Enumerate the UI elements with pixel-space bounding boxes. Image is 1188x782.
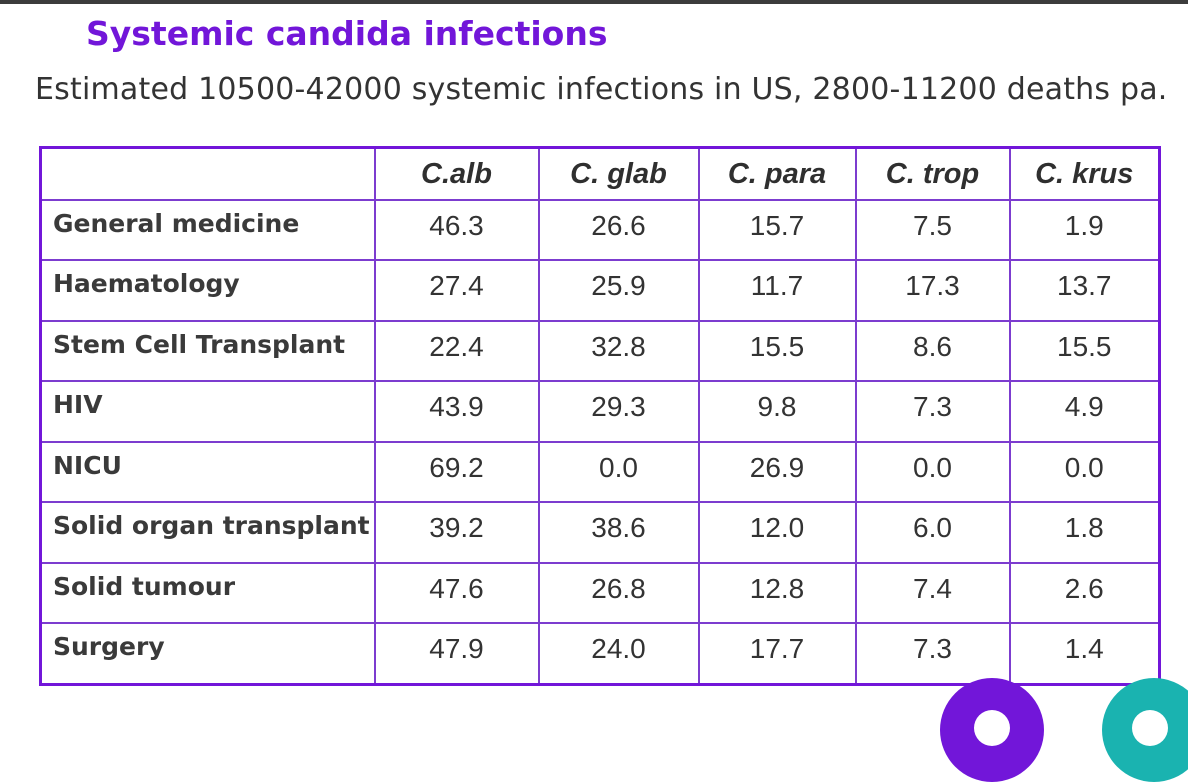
table-cell: 7.5 [854,198,1011,262]
row-label: Surgery [39,622,376,686]
table-cell: 1.4 [1008,622,1161,686]
table-cell: 15.5 [697,319,857,383]
table-cell: 7.3 [854,380,1011,443]
table-header-c-glab: C. glab [537,146,700,201]
decorative-teal-circle [1102,678,1188,782]
row-label: NICU [39,440,376,504]
table-row: Solid tumour 47.6 26.8 12.8 7.4 2.6 [39,561,1161,625]
table-cell: 12.0 [697,501,857,564]
table-header-row: C.alb C. glab C. para C. trop C. krus [39,146,1161,201]
table-cell: 6.0 [854,501,1011,564]
table-cell: 26.6 [537,198,700,262]
table-cell: 1.8 [1008,501,1161,564]
table-header-c-trop: C. trop [854,146,1011,201]
table-cell: 26.9 [697,440,857,504]
table-header-c-para: C. para [697,146,857,201]
table-cell: 0.0 [1008,440,1161,504]
table-row: Surgery 47.9 24.0 17.7 7.3 1.4 [39,622,1161,686]
slide-subtitle: Estimated 10500-42000 systemic infection… [35,72,1168,107]
table-cell: 27.4 [373,259,540,322]
table-header-blank [39,146,376,201]
top-rule [0,0,1188,4]
row-label: Haematology [39,259,376,322]
table-cell: 7.3 [854,622,1011,686]
table-row: General medicine 46.3 26.6 15.7 7.5 1.9 [39,198,1161,262]
table-cell: 7.4 [854,561,1011,625]
table-cell: 13.7 [1008,259,1161,322]
table-cell: 11.7 [697,259,857,322]
table-cell: 22.4 [373,319,540,383]
decorative-purple-circle [940,678,1044,782]
table-cell: 26.8 [537,561,700,625]
table-cell: 17.7 [697,622,857,686]
table-row: NICU 69.2 0.0 26.9 0.0 0.0 [39,440,1161,504]
table-cell: 15.5 [1008,319,1161,383]
table-cell: 0.0 [854,440,1011,504]
table-cell: 69.2 [373,440,540,504]
table-cell: 38.6 [537,501,700,564]
table-cell: 4.9 [1008,380,1161,443]
table-cell: 43.9 [373,380,540,443]
row-label: Solid organ transplant [39,501,376,564]
row-label: Stem Cell Transplant [39,319,376,383]
table-cell: 9.8 [697,380,857,443]
table-row: HIV 43.9 29.3 9.8 7.3 4.9 [39,380,1161,443]
row-label: Solid tumour [39,561,376,625]
table-cell: 8.6 [854,319,1011,383]
species-distribution-table: C.alb C. glab C. para C. trop C. krus Ge… [39,146,1161,686]
table-cell: 12.8 [697,561,857,625]
table-cell: 29.3 [537,380,700,443]
table-cell: 25.9 [537,259,700,322]
table-row: Haematology 27.4 25.9 11.7 17.3 13.7 [39,259,1161,322]
table-cell: 17.3 [854,259,1011,322]
table-header-c-alb: C.alb [373,146,540,201]
table-cell: 24.0 [537,622,700,686]
row-label: HIV [39,380,376,443]
table-cell: 2.6 [1008,561,1161,625]
row-label: General medicine [39,198,376,262]
table-cell: 46.3 [373,198,540,262]
table-cell: 39.2 [373,501,540,564]
table-header-c-krus: C. krus [1008,146,1161,201]
table-cell: 47.6 [373,561,540,625]
table-cell: 1.9 [1008,198,1161,262]
table-cell: 0.0 [537,440,700,504]
table-cell: 32.8 [537,319,700,383]
table-cell: 47.9 [373,622,540,686]
slide-title: Systemic candida infections [86,14,608,53]
table-row: Stem Cell Transplant 22.4 32.8 15.5 8.6 … [39,319,1161,383]
table-cell: 15.7 [697,198,857,262]
table-row: Solid organ transplant 39.2 38.6 12.0 6.… [39,501,1161,564]
